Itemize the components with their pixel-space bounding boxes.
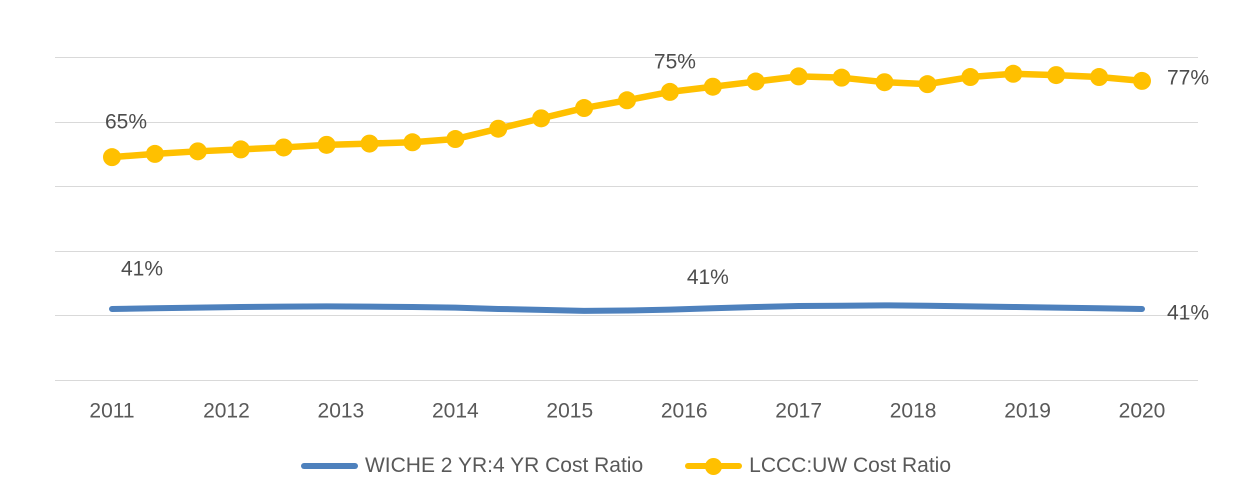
x-axis-tick-label: 2017 <box>775 400 822 423</box>
data-point-marker <box>489 119 508 138</box>
data-point-marker <box>188 142 207 161</box>
data-label: 41% <box>1167 301 1209 324</box>
data-point-marker <box>961 68 980 87</box>
data-point-marker <box>832 68 851 87</box>
data-point-marker <box>618 91 636 110</box>
x-axis-tick-label: 2012 <box>203 400 250 423</box>
data-point-marker <box>1090 68 1109 87</box>
x-axis-tick-label: 2013 <box>318 400 365 423</box>
data-label: 41% <box>687 266 729 289</box>
legend-label-lccc: LCCC:UW Cost Ratio <box>749 454 952 477</box>
x-axis-tick-label: 2018 <box>890 400 937 423</box>
series-line-lccc <box>108 70 1146 161</box>
legend-item-wiche: WICHE 2 YR:4 YR Cost Ratio <box>300 454 644 478</box>
data-point-marker <box>360 134 379 153</box>
legend-circle-marker-icon <box>705 457 723 475</box>
data-point-marker <box>1047 66 1066 85</box>
series-line-wiche <box>109 302 1145 314</box>
data-label: 65% <box>105 111 147 134</box>
legend-line-swatch-gold <box>685 457 743 475</box>
data-point-marker <box>575 99 594 118</box>
x-axis-tick-label: 2020 <box>1119 400 1166 423</box>
data-point-marker <box>918 75 937 94</box>
data-point-marker <box>875 73 894 92</box>
x-axis-tick-label: 2016 <box>661 400 708 423</box>
data-point-marker <box>403 133 422 152</box>
data-label: 75% <box>654 50 696 73</box>
legend-line-swatch-blue <box>300 463 358 469</box>
data-point-marker <box>660 82 679 101</box>
data-point-marker <box>103 148 121 167</box>
data-label: 77% <box>1167 66 1209 89</box>
data-point-marker <box>317 135 336 154</box>
data-point-marker <box>789 67 808 86</box>
data-point-marker <box>274 138 293 157</box>
data-point-marker <box>532 109 551 128</box>
x-axis-tick-label: 2014 <box>432 400 479 423</box>
x-axis-tick-label: 2019 <box>1004 400 1051 423</box>
data-point-marker <box>703 77 722 96</box>
legend-item-lccc: LCCC:UW Cost Ratio <box>685 454 951 478</box>
data-point-marker <box>446 130 465 149</box>
legend-label-wiche: WICHE 2 YR:4 YR Cost Ratio <box>364 454 644 477</box>
data-point-marker <box>231 140 250 159</box>
x-axis-tick-label: 2015 <box>546 400 593 423</box>
data-point-marker <box>1133 71 1151 90</box>
data-label: 41% <box>121 257 163 280</box>
chart-legend: WICHE 2 YR:4 YR Cost Ratio LCCC:UW Cost … <box>0 450 1252 482</box>
data-point-marker <box>145 144 164 163</box>
data-point-marker <box>746 72 765 91</box>
data-point-marker <box>1004 64 1023 83</box>
x-axis-tick-label: 2011 <box>89 400 134 423</box>
